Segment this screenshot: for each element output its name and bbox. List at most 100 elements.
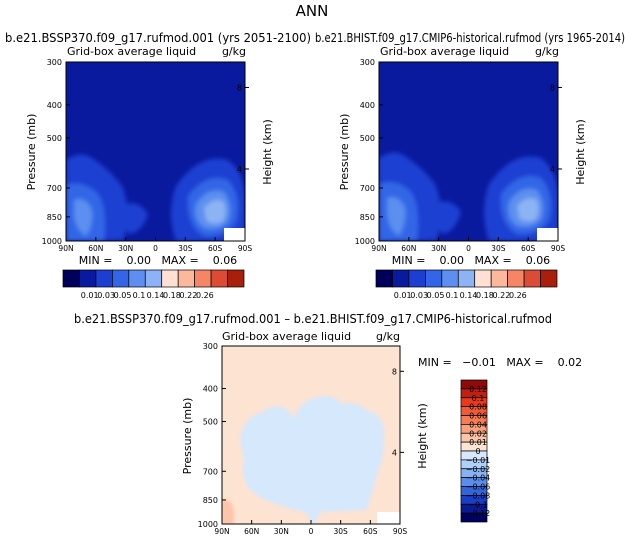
panel-right-stats: MIN = 0.00 MAX = 0.06 (392, 254, 550, 267)
y2-tick-label: 8 (392, 367, 397, 376)
panel-diff-stats: MIN = −0.01 MAX = 0.02 (418, 356, 582, 369)
colorbar-swatch (62, 269, 80, 288)
y2-tick-label: 4 (550, 165, 555, 174)
x-tick-label: 0 (153, 244, 158, 253)
panel-right-plot (379, 62, 558, 241)
y-tick-label: 850 (203, 496, 218, 505)
y-tick-label: 500 (47, 134, 62, 143)
colorbar-swatch (392, 269, 410, 288)
y2-tick-label: 4 (237, 165, 242, 174)
colorbar-label: 0.18 (476, 291, 494, 300)
y2-tick-label: 8 (550, 83, 555, 92)
panel-right-units: g/kg (535, 45, 559, 58)
panel-right-axes: 90N 60N 30N 0 30S 60S 90S 300 400 500 700 850 1000 8 4 (355, 58, 566, 253)
colorbar-swatch (227, 269, 245, 288)
x-tick-label: 90N (58, 244, 73, 253)
colorbar-label: 0.1 (133, 291, 146, 300)
panel-left-stats: MIN = 0.00 MAX = 0.06 (79, 254, 237, 267)
page-title: ANN (296, 2, 329, 20)
y-tick-label: 700 (203, 467, 218, 476)
colorbar-label: −0.1 (468, 500, 487, 509)
panel-left-colorbar: 0.010.030.05 0.1 0.140.180.220.26 (62, 269, 245, 300)
colorbar-swatch (425, 269, 443, 288)
x-tick-label: 30N (274, 527, 289, 536)
y-tick-label: 850 (360, 213, 375, 222)
panel-left-y2label: Height (km) (261, 119, 274, 185)
colorbar-label: −0.04 (466, 474, 491, 483)
x-tick-label: 90N (214, 527, 229, 536)
x-tick-label: 60N (244, 527, 259, 536)
panel-diff-units: g/kg (376, 330, 400, 343)
colorbar-label: 0.14 (147, 291, 165, 300)
panel-diff-colorbar: 0.120.10.080.060.040.020.010−0.01−0.02−0… (460, 379, 491, 523)
colorbar-label: 0.18 (163, 291, 181, 300)
panel-left-units: g/kg (222, 45, 246, 58)
colorbar-swatch (210, 269, 228, 288)
y-tick-label: 700 (47, 184, 62, 193)
panel-left-subtitle: Grid-box average liquid (67, 45, 196, 58)
x-tick-label: 30S (178, 244, 193, 253)
y2-tick-label: 4 (392, 448, 397, 457)
colorbar-label: −0.12 (466, 509, 491, 518)
x-tick-label: 30N (431, 244, 446, 253)
colorbar-label: 0.05 (114, 291, 132, 300)
x-tick-label: 60S (521, 244, 536, 253)
colorbar-label: 0.01 (469, 438, 487, 447)
colorbar-swatch (408, 269, 426, 288)
x-tick-label: 90S (393, 527, 408, 536)
x-tick-label: 60N (401, 244, 416, 253)
panel-left-axes: 90N 60N 30N 0 30S 60S 90S 300 400 500 700 850 1000 8 4 (42, 58, 253, 253)
panel-diff-axes: 90N 60N 30N 0 30S 60S 90S 300 400 500 700 850 1000 8 4 (198, 342, 408, 536)
y-tick-label: 400 (47, 101, 62, 110)
y-tick-label: 500 (360, 134, 375, 143)
panel-right-title: b.e21.BHIST.f09_g17.CMIP6-historical.ruf… (315, 30, 625, 45)
colorbar-label: 0.01 (81, 291, 99, 300)
colorbar-swatch (194, 269, 212, 288)
colorbar-label: 0.1 (472, 394, 485, 403)
y-tick-label: 1000 (198, 520, 218, 529)
y-tick-label: 300 (47, 58, 62, 67)
colorbar-swatch (95, 269, 113, 288)
y-tick-label: 700 (360, 184, 375, 193)
colorbar-label: 0.14 (460, 291, 478, 300)
colorbar-swatch (457, 269, 476, 288)
x-tick-label: 60S (363, 527, 378, 536)
colorbar-swatch (474, 269, 492, 288)
colorbar-swatch (441, 269, 459, 288)
colorbar-label: 0.22 (493, 291, 511, 300)
colorbar-swatch (460, 512, 488, 523)
x-tick-label: 0 (309, 527, 314, 536)
y-tick-label: 1000 (355, 237, 375, 246)
x-tick-label: 90S (551, 244, 566, 253)
colorbar-swatch (144, 269, 163, 288)
colorbar-label: 0.01 (394, 291, 412, 300)
x-tick-label: 30S (334, 527, 349, 536)
panel-right-ylabel: Pressure (mb) (338, 114, 351, 191)
y-tick-label: 1000 (42, 237, 62, 246)
panel-left-title: b.e21.BSSP370.f09_g17.rufmod.001 (yrs 20… (5, 30, 311, 45)
colorbar-swatch (128, 269, 146, 288)
colorbar-label: 0.05 (427, 291, 445, 300)
panel-right-subtitle: Grid-box average liquid (380, 45, 509, 58)
y-tick-label: 400 (360, 101, 375, 110)
colorbar-swatch (540, 269, 558, 288)
panel-right-y2label: Height (km) (574, 119, 587, 185)
x-tick-label: 0 (466, 244, 471, 253)
colorbar-swatch (177, 269, 195, 288)
panel-right-colorbar: 0.010.030.05 0.1 0.140.180.220.26 (375, 269, 558, 300)
panel-right: b.e21.BHIST.f09_g17.CMIP6-historical.ruf… (315, 30, 625, 300)
colorbar-label: 0.03 (410, 291, 428, 300)
x-tick-label: 60S (208, 244, 223, 253)
x-tick-label: 30S (491, 244, 506, 253)
colorbar-swatch (161, 269, 179, 288)
x-tick-label: 60N (88, 244, 103, 253)
colorbar-swatch (507, 269, 525, 288)
colorbar-swatch (79, 269, 97, 288)
y-tick-label: 500 (203, 418, 218, 427)
y-tick-label: 850 (47, 213, 62, 222)
colorbar-label: 0.04 (469, 420, 487, 429)
y2-tick-label: 8 (237, 83, 242, 92)
x-tick-label: 90S (238, 244, 253, 253)
colorbar-label: 0.26 (509, 291, 527, 300)
y-tick-label: 400 (203, 385, 218, 394)
